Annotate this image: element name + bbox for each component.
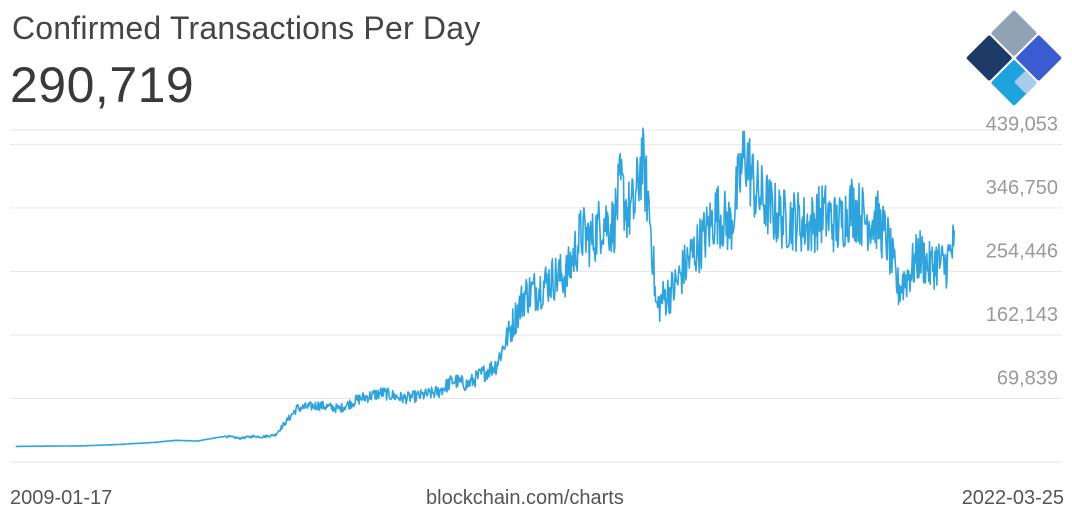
blockchain-logo-icon bbox=[966, 10, 1062, 106]
x-axis-start-date: 2009-01-17 bbox=[10, 487, 113, 509]
logo-tile-right bbox=[1016, 35, 1062, 81]
y-tick-label: 254,446 bbox=[986, 240, 1058, 262]
y-tick-label: 162,143 bbox=[986, 304, 1058, 326]
logo-tile-top bbox=[991, 10, 1037, 56]
current-value: 290,719 bbox=[10, 57, 195, 113]
logo-tile-accent bbox=[1014, 71, 1037, 94]
chart-title: Confirmed Transactions Per Day bbox=[12, 10, 481, 46]
x-axis-end-date: 2022-03-25 bbox=[961, 487, 1064, 509]
logo-tile-bottom bbox=[991, 60, 1037, 106]
source-link[interactable]: blockchain.com/charts bbox=[426, 487, 624, 509]
logo-tile-left bbox=[966, 35, 1012, 81]
grid-lines bbox=[10, 129, 1062, 463]
y-tick-label: 439,053 bbox=[986, 113, 1058, 135]
y-tick-label: 346,750 bbox=[986, 177, 1058, 199]
series-line-transactions bbox=[15, 127, 956, 448]
y-tick-label: 69,839 bbox=[997, 367, 1058, 389]
y-axis-ticks: 439,053 346,750 254,446 162,143 69,839 bbox=[986, 113, 1058, 389]
